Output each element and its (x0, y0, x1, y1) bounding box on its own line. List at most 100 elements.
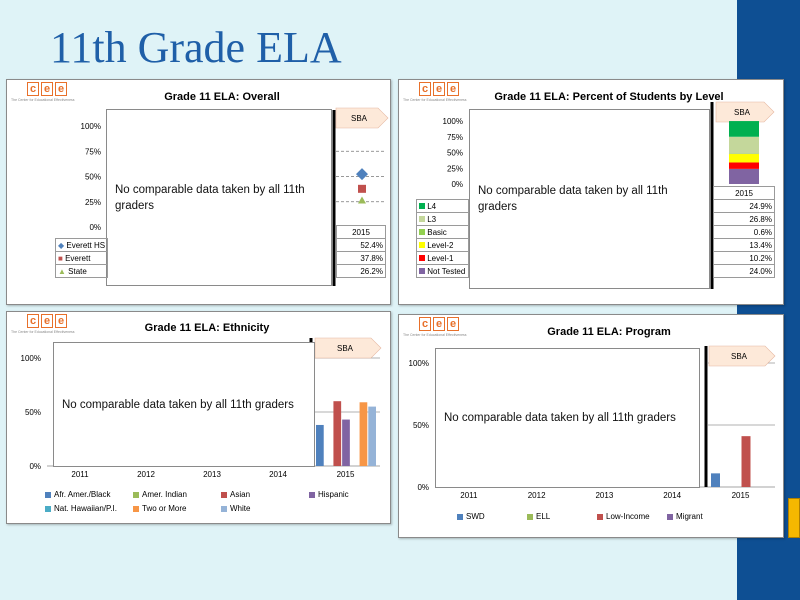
everett-hs-marker (356, 168, 368, 181)
legend-row: Level-1 (416, 251, 469, 265)
legend-item: Amer. Indian (133, 490, 187, 499)
levels-values-table: 2015 24.9% 26.8% 0.6% 13.4% 10.2% 24.0% (713, 186, 775, 278)
bar (711, 473, 720, 487)
levels-chart: 100% 75% 50% 25% 0% SBA (443, 101, 775, 289)
legend-swatch (527, 513, 533, 520)
year-label: 2015 (336, 225, 386, 239)
legend-item: ELL (527, 512, 550, 521)
chart-title: Grade 11 ELA: Percent of Students by Lev… (494, 91, 724, 103)
legend-row: L3 (416, 212, 469, 226)
legend-row: Not Tested (416, 264, 469, 278)
x-tick-label: 2011 (71, 470, 89, 479)
y-tick-label: 50% (85, 173, 101, 182)
value-cell: 24.9% (713, 199, 775, 213)
overall-legend-table: ◆ Everett HS ■ Everett ▲ State (54, 238, 109, 278)
legend-label: Low-Income (606, 512, 650, 521)
no-data-message: No comparable data taken by all 11th gra… (106, 109, 332, 286)
legend-item: Hispanic (309, 490, 349, 499)
y-tick-label: 100% (409, 359, 429, 368)
level-bar-segment (729, 168, 759, 184)
y-tick-label: 100% (81, 122, 101, 131)
sba-arrow (715, 101, 775, 123)
sba-label: SBA (734, 108, 751, 117)
legend-swatch (45, 491, 51, 498)
brand-accent-tab (788, 498, 800, 538)
sba-label: SBA (351, 114, 368, 123)
legend-item: Asian (221, 490, 250, 499)
no-data-message: No comparable data taken by all 11th gra… (435, 348, 700, 488)
legend-row: ▲ State (54, 264, 109, 278)
x-tick-label: 2012 (137, 470, 155, 479)
chart-title: Grade 11 ELA: Program (547, 326, 671, 338)
sba-arrow (314, 337, 382, 359)
legend-row: ■ Everett (54, 251, 109, 265)
legend-label: ELL (536, 512, 551, 521)
legend-row: Level-2 (416, 238, 469, 252)
x-tick-label: 2013 (203, 470, 221, 479)
legend-row: Basic (416, 225, 469, 239)
chart-title: Grade 11 ELA: Ethnicity (144, 322, 270, 334)
y-tick-label: 0% (417, 483, 429, 492)
legend-row: ◆ Everett HS (54, 238, 109, 252)
legend-label: White (230, 504, 251, 513)
sba-arrow (708, 345, 776, 367)
legend-label: Hispanic (318, 490, 349, 499)
bar (741, 436, 751, 487)
everett-marker (358, 184, 366, 193)
level-bar-segment (729, 154, 759, 163)
y-tick-label: 50% (447, 149, 463, 158)
overall-values-table: 2015 52.4% 37.8% 26.2% (336, 225, 386, 278)
bar (316, 424, 324, 466)
legend-label: Nat. Hawaiian/P.I. (54, 504, 117, 513)
legend-swatch (597, 513, 603, 520)
legend-swatch (45, 505, 51, 512)
value-cell: 26.2% (336, 264, 386, 278)
legend-item: Low-Income (597, 512, 650, 521)
value-cell: 26.8% (713, 212, 775, 226)
y-tick-label: 100% (21, 354, 41, 363)
chart-title: Grade 11 ELA: Overall (164, 91, 280, 103)
level-bar-segment (729, 136, 759, 154)
overall-chart: 100% 75% 50% 25% 0% SBA (81, 107, 389, 286)
levels-legend-table: L4 L3 Basic Level-2 Level-1 Not Tested (416, 199, 469, 278)
x-tick-label: 2014 (269, 470, 287, 479)
legend-label: Two or More (142, 504, 187, 513)
legend-row: L4 (416, 199, 469, 213)
x-tick-label: 2011 (460, 491, 478, 500)
x-tick-label: 2014 (663, 491, 681, 500)
value-cell: 0.6% (713, 225, 775, 239)
legend-swatch (221, 491, 227, 498)
sba-arrow (335, 107, 389, 129)
y-tick-label: 25% (85, 198, 101, 207)
value-cell: 10.2% (713, 251, 775, 265)
state-marker (358, 196, 366, 204)
value-cell: 37.8% (336, 251, 386, 265)
bar (342, 419, 350, 466)
legend-item: Migrant (667, 512, 703, 521)
sba-label: SBA (731, 352, 748, 361)
y-tick-label: 50% (413, 421, 429, 430)
bar (368, 406, 376, 466)
ethnicity-chart: 100% 50% 0% SBA 2011 2012 2013 2014 2015 (21, 337, 382, 479)
value-cell: 24.0% (713, 264, 775, 278)
legend-label: Amer. Indian (142, 490, 187, 499)
sba-label: SBA (337, 344, 354, 353)
no-data-message: No comparable data taken by all 11th gra… (469, 109, 710, 289)
legend-label: Afr. Amer./Black (54, 490, 111, 499)
y-tick-label: 50% (25, 408, 41, 417)
legend-swatch (309, 491, 315, 498)
x-tick-label: 2012 (528, 491, 546, 500)
value-cell: 52.4% (336, 238, 386, 252)
legend-label: SWD (466, 512, 485, 521)
x-tick-label: 2015 (337, 470, 355, 479)
legend-item: Afr. Amer./Black (45, 490, 110, 499)
legend-item: Nat. Hawaiian/P.I. (45, 504, 117, 513)
year-label: 2015 (713, 186, 775, 200)
y-tick-label: 75% (85, 147, 101, 156)
